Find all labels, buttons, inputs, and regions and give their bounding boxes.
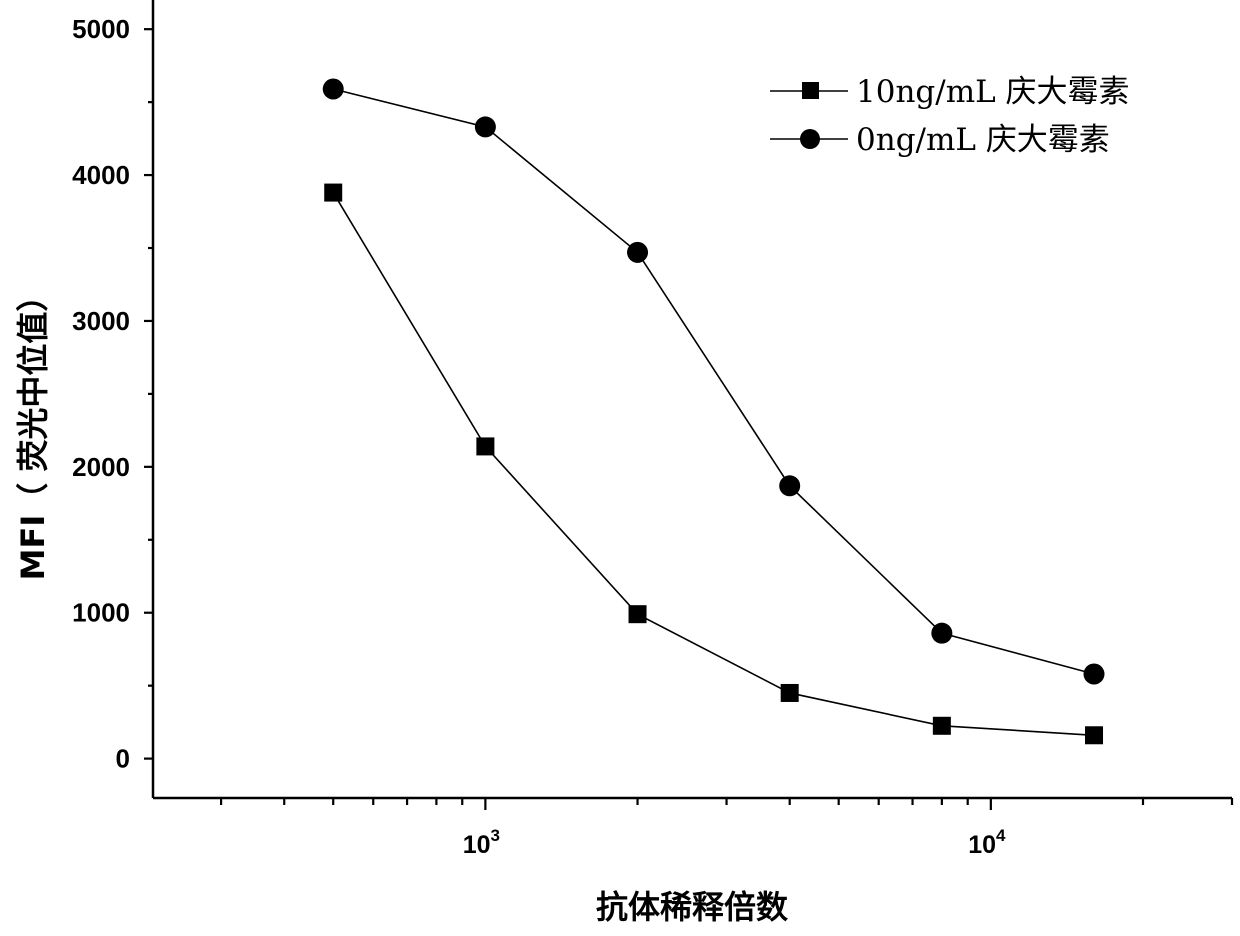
x-axis-title: 抗体稀释倍数	[596, 888, 789, 926]
data-point-square	[781, 684, 799, 702]
y-tick-label: 5000	[72, 14, 130, 44]
y-ticks: 0 1000 2000 3000 4000 5000	[72, 14, 153, 773]
data-point-circle	[475, 116, 496, 137]
y-axis-title: MFI（ 荧光中位值）	[14, 280, 52, 581]
data-point-square	[476, 437, 494, 455]
y-tick-label: 3000	[72, 306, 130, 336]
data-point-circle	[627, 242, 648, 263]
legend-entry-2: 0ng/mL 庆大霉素	[770, 122, 1110, 158]
data-point-square	[324, 184, 342, 202]
x-tick-label: 103	[463, 826, 500, 859]
legend-label-2: 0ng/mL 庆大霉素	[856, 122, 1110, 158]
series-group	[323, 78, 1105, 744]
data-point-circle	[323, 78, 344, 99]
y-tick-label: 2000	[72, 452, 130, 482]
data-point-square	[1085, 726, 1103, 744]
legend-entry-1: 10ng/mL 庆大霉素	[770, 74, 1130, 110]
series-line-1	[333, 193, 1094, 736]
x-tick-label: 104	[968, 826, 1006, 859]
legend: 10ng/mL 庆大霉素 0ng/mL 庆大霉素	[770, 74, 1130, 158]
data-point-circle	[931, 623, 952, 644]
x-ticks: 103 104	[221, 798, 1232, 859]
legend-circle-marker	[800, 129, 820, 149]
data-point-circle	[1084, 663, 1105, 684]
y-tick-label: 1000	[72, 598, 130, 628]
legend-square-marker	[802, 82, 819, 99]
y-tick-label: 4000	[72, 160, 130, 190]
y-tick-label: 0	[116, 744, 130, 774]
data-point-square	[629, 605, 647, 623]
legend-label-1: 10ng/mL 庆大霉素	[856, 74, 1130, 110]
data-point-circle	[779, 475, 800, 496]
data-point-square	[933, 717, 951, 735]
axes	[153, 0, 1232, 798]
